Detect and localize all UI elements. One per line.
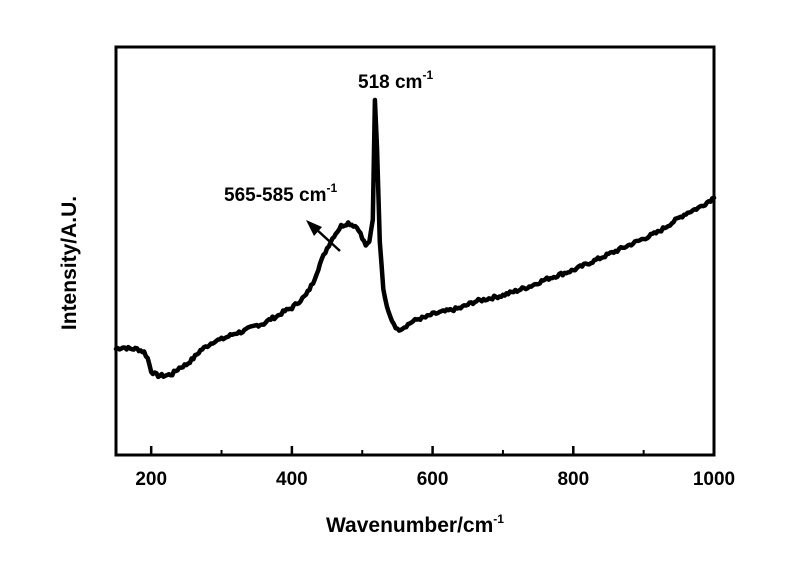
x-axis-label: Wavenumber/cm-1 xyxy=(326,512,504,537)
x-tick-label-200: 200 xyxy=(135,469,167,490)
peak-annotation-565-585: 565-585 cm-1 xyxy=(224,181,337,206)
annotation-arrow xyxy=(306,220,341,252)
x-axis-ticks xyxy=(149,446,716,455)
x-tick-label-400: 400 xyxy=(276,469,308,490)
peak-annotation-518: 518 cm-1 xyxy=(358,68,433,93)
y-axis-label: Intensity/A.U. xyxy=(58,196,81,330)
plot-frame xyxy=(114,45,716,457)
spectrum-series-line xyxy=(113,97,717,380)
x-tick-label-600: 600 xyxy=(417,469,449,490)
x-tick-label-1000: 1000 xyxy=(693,469,735,490)
x-tick-label-800: 800 xyxy=(557,469,589,490)
x-axis-tick-labels: 200 400 600 800 1000 xyxy=(135,469,735,490)
